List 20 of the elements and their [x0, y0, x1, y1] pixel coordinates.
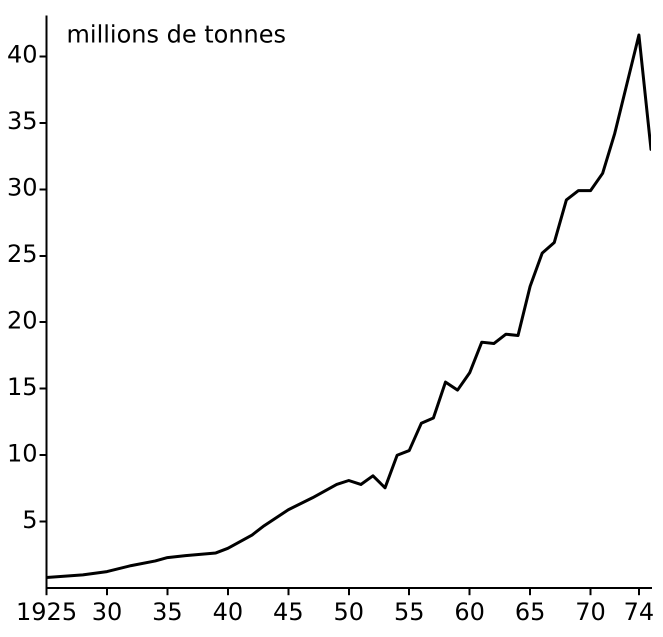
y-tick-label: 20: [6, 306, 38, 334]
x-tick-label: 35: [152, 598, 183, 626]
y-tick-label: 30: [6, 174, 38, 202]
y-tick-label: 35: [6, 107, 38, 136]
x-tick-label: 60: [454, 598, 485, 626]
y-tick-label: 40: [6, 40, 38, 69]
x-tick-label: 30: [92, 598, 122, 626]
x-tick-label: 1925: [16, 598, 78, 626]
y-tick-label: 5: [22, 506, 38, 534]
x-tick-label: 74: [624, 598, 654, 626]
x-tick-label: 40: [212, 598, 244, 626]
x-tick-label: 65: [514, 598, 546, 626]
y-axis-title: millions de tonnes: [66, 20, 286, 49]
x-tick-label: 45: [273, 598, 304, 626]
x-tick-label: 55: [394, 598, 424, 626]
x-tick-label: 70: [575, 598, 606, 626]
y-tick-label: 25: [6, 240, 38, 268]
x-tick-label: 50: [333, 598, 364, 626]
y-tick-label: 15: [6, 372, 38, 401]
y-tick-label: 10: [6, 439, 38, 468]
